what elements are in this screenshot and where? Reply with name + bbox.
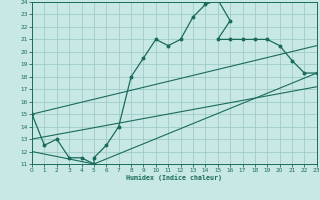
X-axis label: Humidex (Indice chaleur): Humidex (Indice chaleur)	[126, 175, 222, 181]
